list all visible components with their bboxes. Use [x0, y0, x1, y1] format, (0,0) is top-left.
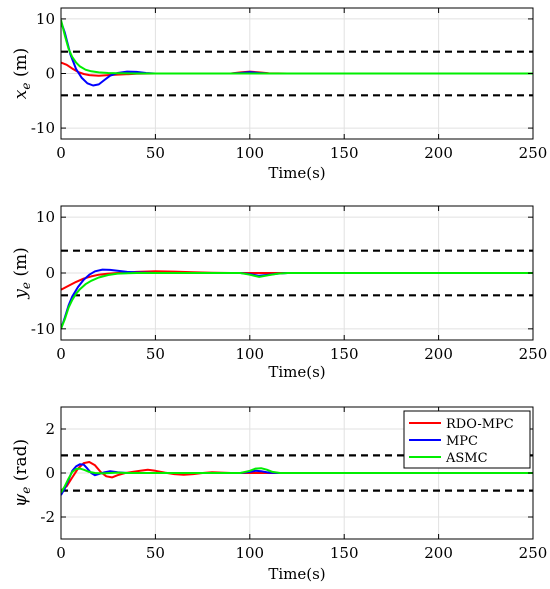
x-tick-label: 200	[424, 544, 453, 562]
y-tick-label: -10	[31, 320, 55, 338]
y-tick-label: -10	[31, 119, 55, 137]
x-tick-label: 150	[330, 345, 359, 363]
x-tick-label: 250	[519, 345, 548, 363]
x-tick-label: 50	[146, 345, 165, 363]
y-axis-label: xe (m)	[11, 48, 33, 100]
y-tick-label: -2	[40, 508, 55, 526]
y-tick-label: 10	[36, 208, 55, 226]
x-tick-label: 150	[330, 144, 359, 162]
x-tick-label: 250	[519, 544, 548, 562]
x-tick-label: 100	[235, 144, 264, 162]
x-tick-label: 200	[424, 345, 453, 363]
series-line-mpc	[61, 21, 533, 87]
x-tick-label: 50	[146, 144, 165, 162]
x-tick-label: 0	[56, 544, 66, 562]
y-axis-label: ψe (rad)	[11, 439, 33, 507]
legend-label-asmc: ASMC	[445, 451, 488, 466]
x-axis-label: Time(s)	[268, 565, 325, 583]
y-tick-label: 0	[45, 264, 55, 282]
y-axis-label: ye (m)	[11, 247, 33, 300]
series-line-asmc	[61, 467, 533, 494]
x-tick-label: 0	[56, 345, 66, 363]
legend-label-rdo-mpc: RDO-MPC	[446, 417, 514, 432]
x-tick-label: 250	[519, 144, 548, 162]
x-tick-label: 200	[424, 144, 453, 162]
x-axis-label: Time(s)	[268, 164, 325, 182]
x-tick-label: 100	[235, 345, 264, 363]
x-axis-label: Time(s)	[268, 363, 325, 381]
x-tick-label: 0	[56, 144, 66, 162]
legend-label-mpc: MPC	[446, 434, 478, 449]
x-tick-label: 100	[235, 544, 264, 562]
x-tick-label: 50	[146, 544, 165, 562]
series-line-asmc	[61, 19, 533, 75]
y-tick-label: 2	[45, 420, 55, 438]
series-line-asmc	[61, 272, 533, 330]
x-tick-label: 150	[330, 544, 359, 562]
y-tick-label: 0	[45, 464, 55, 482]
series-line-rdo-mpc	[61, 270, 533, 291]
y-tick-label: 10	[36, 10, 55, 28]
y-tick-label: 0	[45, 65, 55, 83]
